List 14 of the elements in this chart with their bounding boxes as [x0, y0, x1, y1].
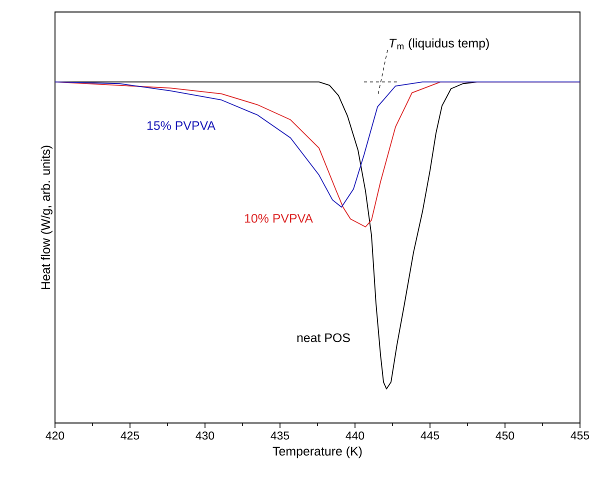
- x-tick-label: 455: [570, 432, 590, 440]
- text: neat POS: [297, 333, 350, 342]
- x-axis-title: Temperature (K): [272, 446, 362, 458]
- x-tick-label: 440: [346, 432, 364, 440]
- text: T$_{m}$ (liquidus temp): [390, 38, 489, 50]
- x-tick-label: 425: [120, 432, 140, 440]
- x-tick-label: 430: [196, 432, 214, 440]
- series-label: 15% PVPVA: [147, 121, 216, 130]
- text: 10% PVPVA: [244, 214, 313, 223]
- x-tick-label: 420: [46, 432, 64, 440]
- x-tick-label: 445: [420, 432, 440, 440]
- x-tick-label: 450: [496, 432, 514, 440]
- y-axis-title: Heat flow (W/g, arb. units): [40, 146, 52, 290]
- x-tick-label: 435: [270, 432, 290, 440]
